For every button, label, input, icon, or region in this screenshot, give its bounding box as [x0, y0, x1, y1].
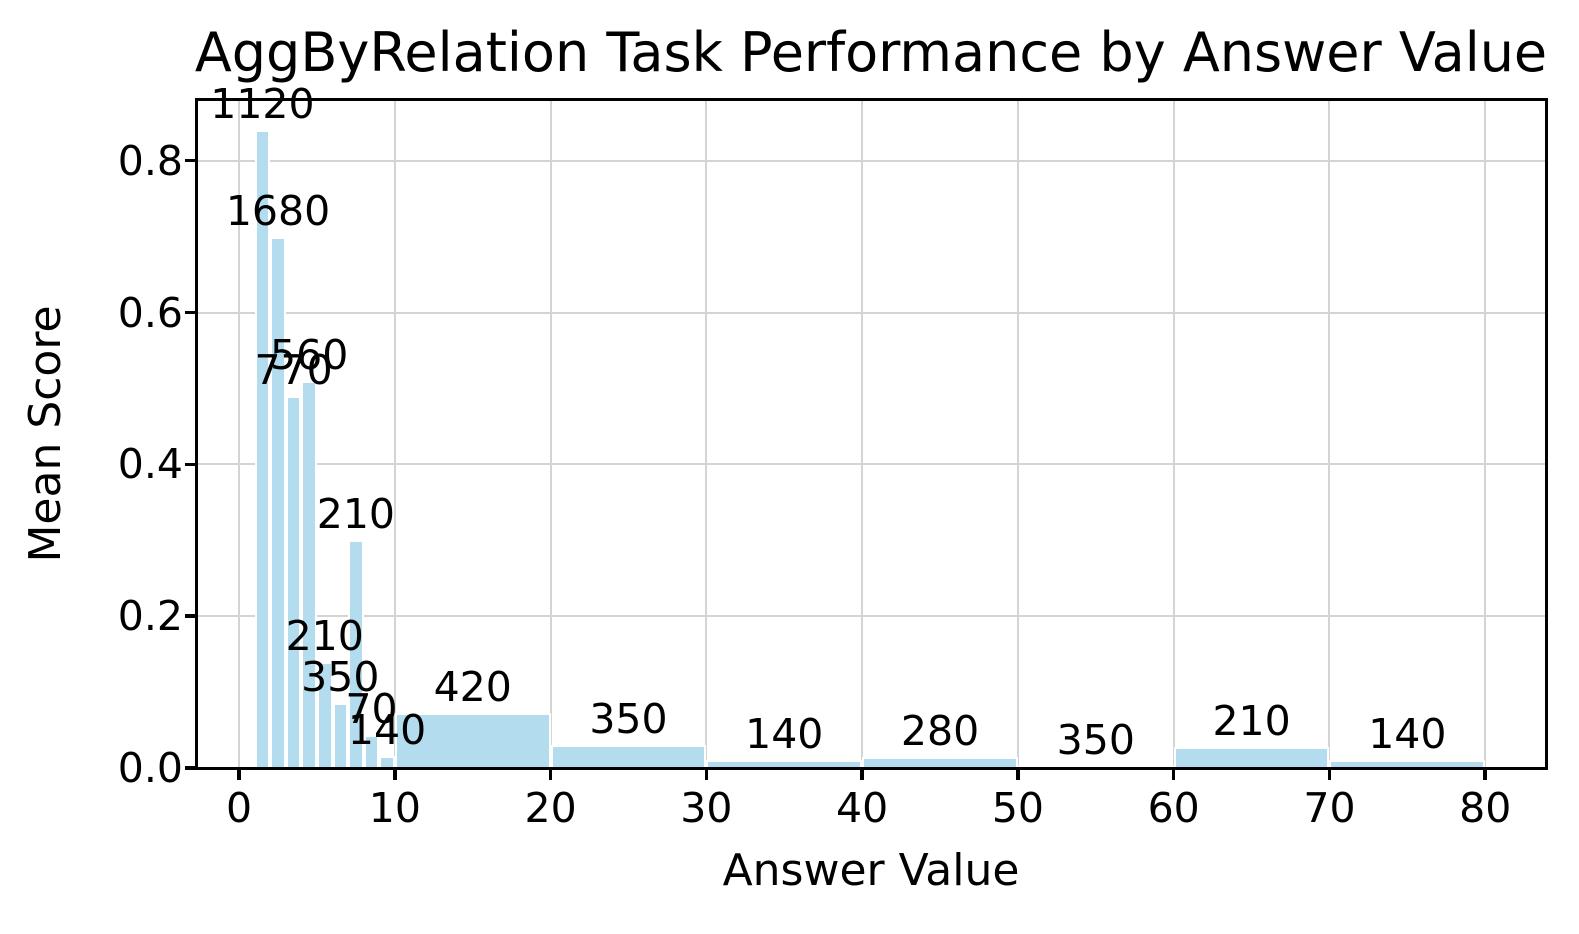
bar-count-label: 1680 [225, 186, 331, 235]
x-tick-mark [860, 768, 864, 780]
bar [379, 755, 395, 768]
bar-count-label: 280 [900, 706, 980, 755]
y-gridline [197, 159, 1546, 162]
x-tick-mark [1483, 768, 1487, 780]
x-tick-mark [1327, 768, 1332, 780]
y-tick-mark [185, 462, 197, 467]
plot-border [195, 98, 1548, 770]
x-tick-label: 60 [1147, 784, 1200, 832]
bar [363, 734, 380, 768]
y-gridline [197, 615, 1546, 618]
x-tick-label: 80 [1459, 784, 1512, 832]
x-gridline [238, 100, 241, 768]
y-gridline [197, 311, 1546, 314]
bar [301, 380, 317, 768]
bar-count-label: 350 [1056, 716, 1135, 765]
bar [862, 756, 1018, 768]
y-tick-mark [185, 766, 197, 770]
x-tick-mark [1171, 768, 1176, 780]
x-tick-label: 30 [680, 784, 733, 832]
y-tick-mark [185, 310, 197, 315]
bar-count-label: 210 [316, 490, 396, 539]
y-tick-mark [185, 614, 197, 618]
x-tick-label: 40 [836, 784, 889, 832]
x-tick-label: 0 [226, 784, 253, 832]
x-gridline [393, 100, 396, 768]
bar [316, 661, 333, 768]
x-tick-label: 10 [368, 784, 421, 832]
bar-count-label: 350 [301, 652, 380, 701]
y-tick-label: 0.2 [117, 592, 183, 641]
x-tick-label: 70 [1303, 784, 1356, 832]
bar [1173, 746, 1330, 768]
x-tick-mark [548, 768, 553, 780]
bar-count-label: 420 [433, 663, 512, 712]
y-tick-mark [185, 158, 197, 163]
x-gridline [1016, 100, 1019, 768]
x-tick-label: 50 [991, 784, 1045, 832]
x-tick-mark [237, 768, 241, 780]
x-gridline [1328, 100, 1331, 768]
bar-count-label: 210 [1212, 696, 1291, 745]
bar [394, 713, 551, 768]
x-tick-mark [1016, 768, 1020, 780]
x-tick-mark [704, 768, 709, 780]
x-gridline [549, 100, 552, 768]
y-tick-label: 0.0 [117, 744, 183, 792]
bar-count-label: 70 [345, 684, 398, 733]
x-tick-mark [393, 768, 397, 780]
x-tick-label: 20 [524, 784, 577, 832]
bar [332, 702, 349, 768]
bar [254, 130, 271, 768]
x-gridline [861, 100, 864, 768]
bar [550, 745, 707, 768]
bar [285, 396, 302, 768]
bar [270, 236, 286, 768]
bar [348, 540, 364, 768]
x-gridline [1484, 100, 1487, 768]
bar-count-label: 140 [347, 705, 427, 754]
y-gridline [197, 463, 1546, 466]
bar-count-label: 1120 [210, 80, 315, 129]
y-axis-label: Mean Score [20, 305, 71, 563]
chart-title: AggByRelation Task Performance by Answer… [194, 21, 1548, 84]
x-axis-label: Answer Value [722, 845, 1020, 896]
bar-count-label: 210 [285, 611, 364, 660]
bar-count-label: 350 [589, 695, 668, 744]
bar-count-label: 140 [745, 709, 824, 758]
bar-count-label: 140 [1368, 710, 1447, 759]
y-tick-label: 0.8 [117, 136, 183, 185]
bar-count-label: 560 [270, 330, 349, 379]
bar [1017, 766, 1174, 769]
bar [1329, 760, 1486, 768]
bar [706, 759, 863, 768]
bar-count-label: 770 [254, 346, 333, 395]
x-gridline [705, 100, 708, 768]
x-gridline [1172, 100, 1175, 768]
